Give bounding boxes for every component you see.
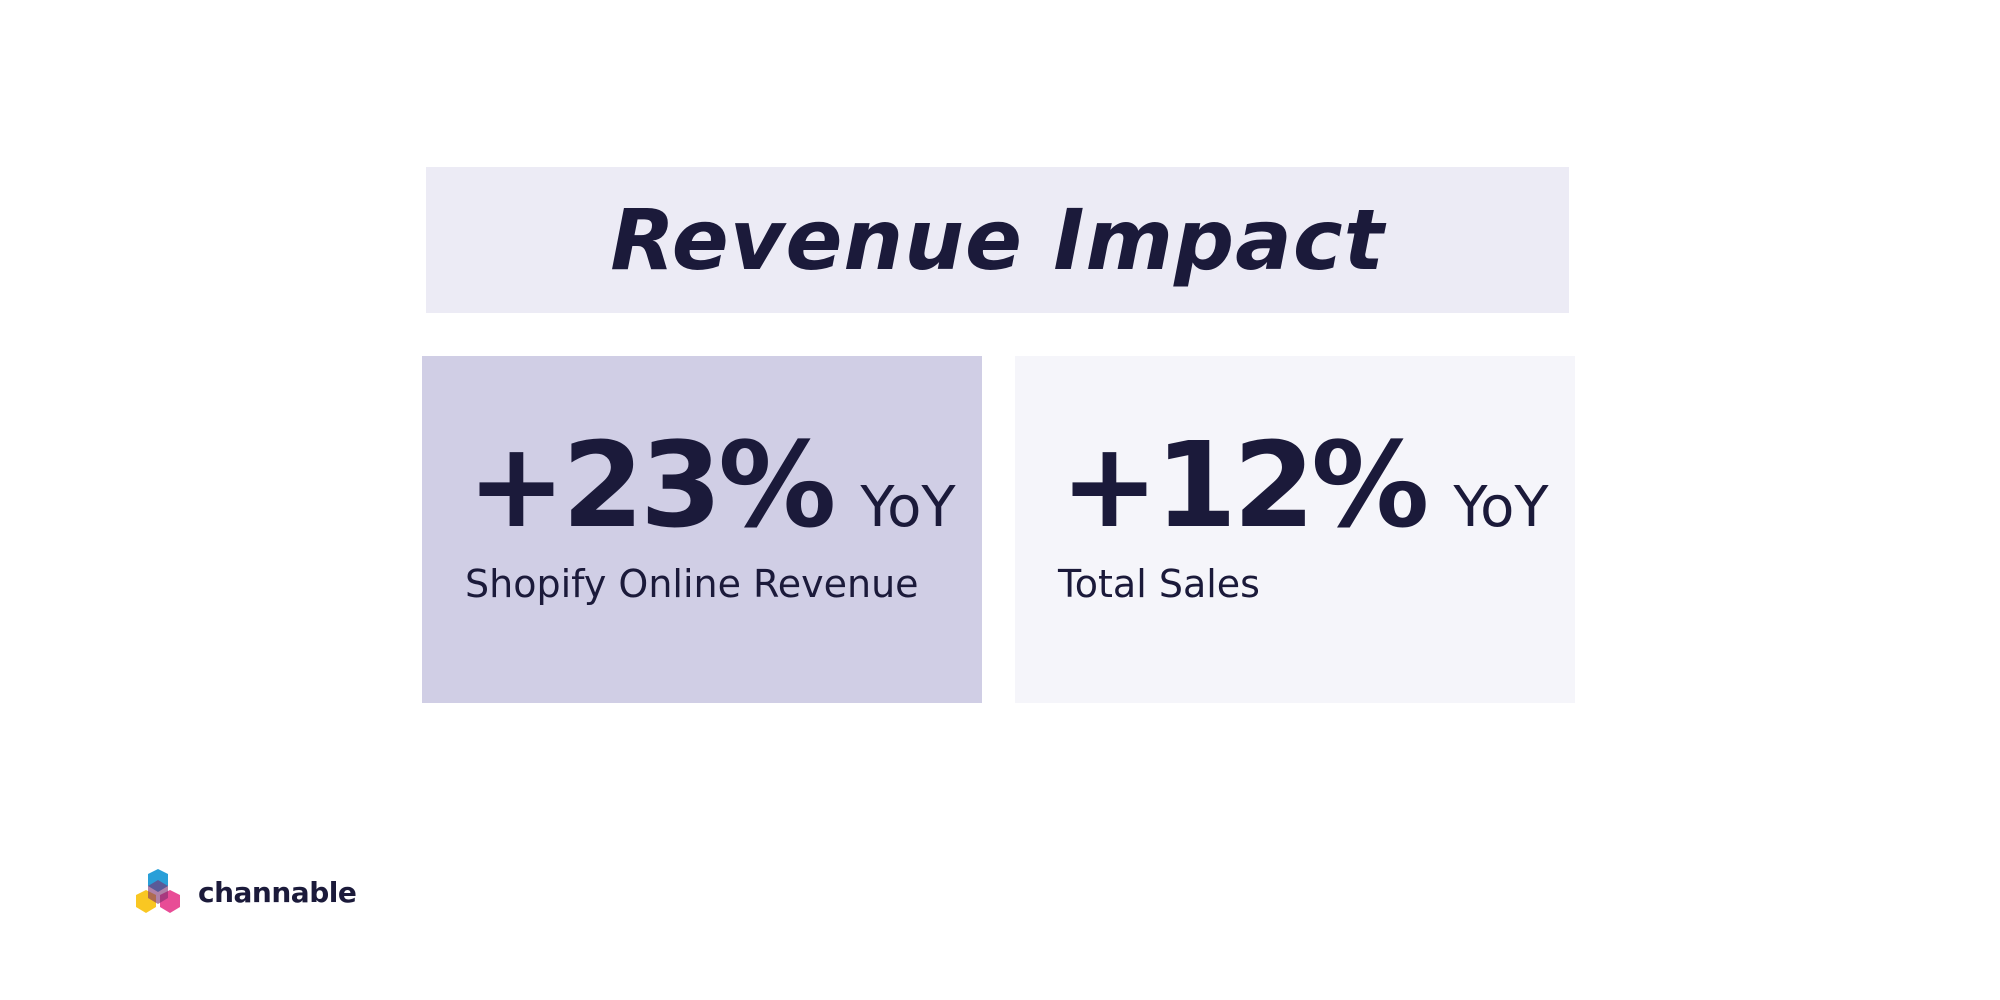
metric-label: Shopify Online Revenue [465,562,919,606]
metric-card: +12% YoY Total Sales [1015,356,1575,703]
metric-label: Total Sales [1058,562,1260,606]
metric-row: +12% YoY [1060,416,1549,554]
metric-unit: YoY [860,475,956,540]
metric-value: +12% [1060,416,1429,554]
logo-text: channable [198,876,357,909]
metric-row: +23% YoY [467,416,956,554]
title-banner: Revenue Impact [426,167,1569,313]
metric-card: +23% YoY Shopify Online Revenue [422,356,982,703]
logo-icon [136,869,180,913]
metric-value: +23% [467,416,836,554]
metric-unit: YoY [1453,475,1549,540]
title: Revenue Impact [610,191,1385,289]
